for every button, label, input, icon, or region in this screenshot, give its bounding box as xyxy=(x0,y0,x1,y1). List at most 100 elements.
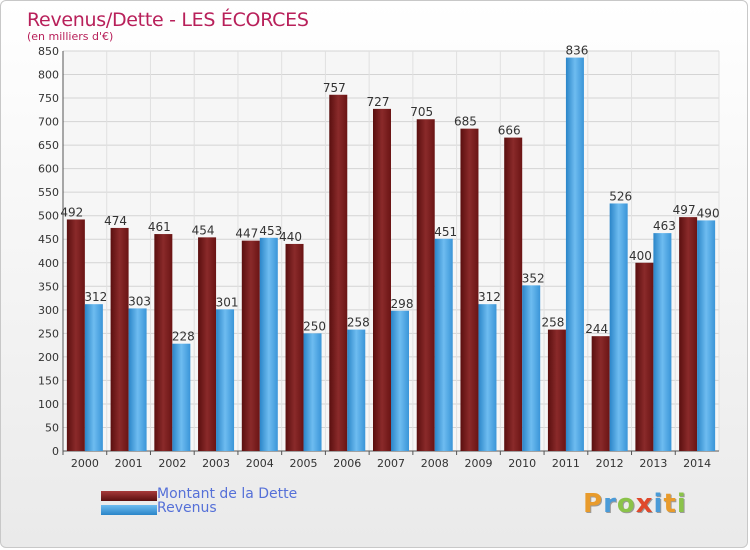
y-tick-label: 100 xyxy=(38,398,59,411)
logo-letter: P xyxy=(583,489,604,519)
logo-letter: x xyxy=(635,489,654,519)
x-tick-label: 2013 xyxy=(639,457,667,470)
bar-revenue xyxy=(303,333,322,451)
data-label-revenue: 526 xyxy=(609,189,632,203)
y-tick-label: 700 xyxy=(38,116,59,129)
bar-revenue xyxy=(84,304,103,451)
bar-debt xyxy=(154,234,173,451)
data-label-debt: 727 xyxy=(367,95,390,109)
bar-debt xyxy=(285,243,304,451)
y-tick-label: 250 xyxy=(38,327,59,340)
y-tick-label: 300 xyxy=(38,304,59,317)
logo-letter: i xyxy=(676,489,687,519)
data-label-debt: 440 xyxy=(279,230,302,244)
data-label-debt: 492 xyxy=(60,205,83,219)
y-tick-label: 650 xyxy=(38,139,59,152)
data-label-revenue: 490 xyxy=(697,206,720,220)
y-tick-label: 750 xyxy=(38,92,59,105)
data-label-debt: 400 xyxy=(629,249,652,263)
bar-revenue xyxy=(478,304,497,451)
bar-debt xyxy=(547,329,566,451)
data-label-debt: 447 xyxy=(235,227,258,241)
bar-debt xyxy=(635,262,654,451)
legend-swatch-revenue xyxy=(101,505,157,515)
data-label-revenue: 352 xyxy=(522,271,545,285)
chart-title: Revenus/Dette - LES ÉCORCES xyxy=(27,9,309,31)
bar-debt xyxy=(416,119,435,451)
x-tick-label: 2000 xyxy=(71,457,99,470)
data-label-debt: 474 xyxy=(104,214,127,228)
y-tick-label: 200 xyxy=(38,351,59,364)
legend-swatch-debt xyxy=(101,491,157,501)
y-tick-label: 0 xyxy=(52,445,59,458)
y-tick-label: 600 xyxy=(38,163,59,176)
y-tick-label: 350 xyxy=(38,280,59,293)
data-label-revenue: 228 xyxy=(172,330,195,344)
x-tick-label: 2002 xyxy=(158,457,186,470)
bar-debt xyxy=(241,240,260,451)
x-tick-label: 2001 xyxy=(115,457,143,470)
bar-debt xyxy=(329,94,348,451)
logo-letter: i xyxy=(653,489,664,519)
data-label-revenue: 298 xyxy=(391,297,414,311)
y-tick-label: 800 xyxy=(38,69,59,82)
bar-revenue xyxy=(259,237,278,451)
bar-debt xyxy=(66,219,85,451)
legend-label-revenue: Revenus xyxy=(157,500,217,516)
data-label-revenue: 451 xyxy=(434,225,457,239)
bar-revenue xyxy=(653,233,672,451)
logo-letter: r xyxy=(603,489,617,519)
bar-revenue xyxy=(522,285,541,451)
bar-debt xyxy=(679,217,698,451)
data-label-debt: 244 xyxy=(585,322,608,336)
data-label-debt: 454 xyxy=(192,223,215,237)
bar-chart: 0 50 100 150 200 250 300 350 400 450 500 550 600 650 7… xyxy=(38,44,720,470)
y-tick-label: 450 xyxy=(38,233,59,246)
logo-letter: o xyxy=(616,489,636,519)
y-tick-label: 850 xyxy=(38,45,59,58)
bar-revenue xyxy=(697,220,716,451)
bar-revenue xyxy=(391,310,409,451)
x-tick-label: 2005 xyxy=(290,457,318,470)
data-label-debt: 685 xyxy=(454,115,477,129)
bar-debt xyxy=(504,137,523,451)
x-tick-label: 2006 xyxy=(333,457,361,470)
bar-debt xyxy=(198,237,217,451)
x-tick-label: 2008 xyxy=(421,457,449,470)
data-label-debt: 666 xyxy=(498,124,521,138)
bar-revenue xyxy=(128,308,147,451)
bar-debt xyxy=(373,108,391,451)
data-label-revenue: 301 xyxy=(216,295,239,309)
x-tick-label: 2003 xyxy=(202,457,230,470)
bar-revenue xyxy=(565,57,584,452)
data-label-revenue: 303 xyxy=(128,294,151,308)
bar-revenue xyxy=(609,203,628,451)
bar-revenue xyxy=(216,309,235,451)
data-label-revenue: 258 xyxy=(347,316,370,330)
bar-debt xyxy=(591,336,610,451)
data-label-revenue: 312 xyxy=(84,290,107,304)
data-label-revenue: 250 xyxy=(303,319,326,333)
data-label-debt: 757 xyxy=(323,81,346,95)
x-tick-label: 2014 xyxy=(683,457,711,470)
bar-debt xyxy=(110,227,129,451)
chart-subtitle: (en milliers d'€) xyxy=(27,30,114,43)
x-tick-label: 2004 xyxy=(246,457,274,470)
x-tick-label: 2012 xyxy=(596,457,624,470)
data-label-revenue: 463 xyxy=(653,219,676,233)
legend-label-debt: Montant de la Dette xyxy=(157,486,298,502)
bar-revenue xyxy=(172,343,191,451)
y-tick-label: 150 xyxy=(38,374,59,387)
data-label-revenue: 836 xyxy=(565,44,588,58)
x-tick-label: 2011 xyxy=(552,457,580,470)
proxiti-logo: Proxiti xyxy=(583,489,687,519)
bar-debt xyxy=(460,128,479,451)
data-label-revenue: 312 xyxy=(478,290,501,304)
data-label-debt: 258 xyxy=(541,316,564,330)
data-label-debt: 497 xyxy=(673,203,696,217)
y-tick-label: 500 xyxy=(38,210,59,223)
data-label-revenue: 453 xyxy=(259,224,282,238)
data-label-debt: 461 xyxy=(148,220,171,234)
bar-revenue xyxy=(347,329,366,451)
